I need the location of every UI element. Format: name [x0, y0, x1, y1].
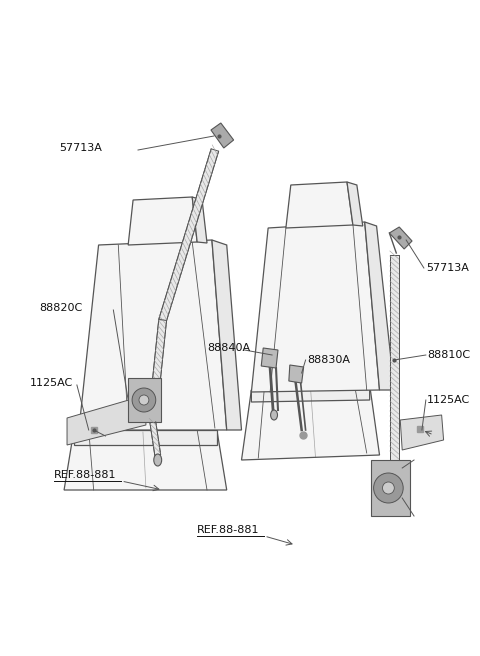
Polygon shape — [241, 385, 380, 460]
Polygon shape — [389, 227, 412, 249]
Polygon shape — [390, 255, 399, 460]
Polygon shape — [365, 222, 394, 390]
Polygon shape — [212, 240, 241, 430]
Text: 88840A: 88840A — [207, 343, 250, 353]
Text: 88810C: 88810C — [427, 350, 470, 360]
Polygon shape — [252, 222, 380, 392]
Circle shape — [383, 482, 394, 494]
Text: 1125AC: 1125AC — [30, 378, 73, 388]
Circle shape — [373, 473, 403, 503]
Ellipse shape — [271, 410, 277, 420]
Text: REF.88-881: REF.88-881 — [54, 470, 117, 480]
Polygon shape — [192, 197, 207, 243]
Polygon shape — [400, 415, 444, 450]
Text: 57713A: 57713A — [426, 263, 469, 273]
Polygon shape — [286, 182, 353, 228]
Polygon shape — [347, 182, 363, 226]
Polygon shape — [79, 240, 227, 430]
Polygon shape — [211, 123, 234, 148]
Polygon shape — [64, 430, 227, 490]
Polygon shape — [128, 197, 197, 245]
Polygon shape — [261, 348, 278, 368]
Polygon shape — [371, 460, 410, 516]
Polygon shape — [252, 385, 370, 402]
Polygon shape — [289, 365, 304, 383]
Text: 88820C: 88820C — [39, 303, 83, 313]
Text: 88830A: 88830A — [308, 355, 350, 365]
Polygon shape — [159, 149, 219, 321]
Polygon shape — [149, 319, 167, 415]
Polygon shape — [74, 430, 217, 445]
Polygon shape — [128, 378, 161, 422]
Text: REF.88-881: REF.88-881 — [197, 525, 260, 535]
Text: 57713A: 57713A — [59, 143, 102, 153]
Ellipse shape — [154, 454, 162, 466]
Polygon shape — [67, 395, 146, 445]
Text: 1125AC: 1125AC — [427, 395, 470, 405]
Circle shape — [132, 388, 156, 412]
Circle shape — [139, 395, 149, 405]
Polygon shape — [150, 422, 161, 455]
